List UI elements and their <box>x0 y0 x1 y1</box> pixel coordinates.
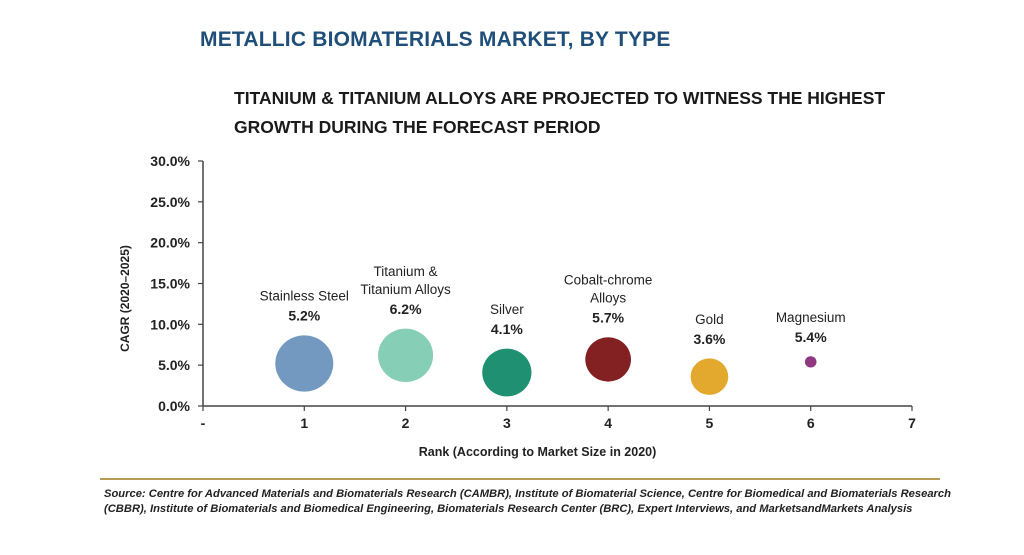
bubble-category-label: Silver <box>490 302 524 317</box>
x-tick-label: 3 <box>503 415 511 431</box>
x-tick-label: 1 <box>300 415 308 431</box>
x-axis-label: Rank (According to Market Size in 2020) <box>419 445 657 459</box>
bubble-value-label: 6.2% <box>390 301 422 317</box>
chart-subtitle: TITANIUM & TITANIUM ALLOYS ARE PROJECTED… <box>234 84 934 142</box>
x-tick-label: - <box>201 415 206 431</box>
y-tick-label: 25.0% <box>150 194 190 210</box>
y-tick-label: 15.0% <box>150 276 190 292</box>
bubble <box>275 335 334 392</box>
bubble-value-label: 5.2% <box>288 308 320 324</box>
subtitle-line-1: TITANIUM & TITANIUM ALLOYS ARE PROJECTED… <box>234 88 886 108</box>
y-axis-label: CAGR (2020–2025) <box>118 245 132 352</box>
x-tick-label: 5 <box>706 415 714 431</box>
bubble-value-label: 5.7% <box>592 310 624 326</box>
x-tick-label: 4 <box>604 415 612 431</box>
footer-divider <box>100 478 940 480</box>
bubble-value-label: 5.4% <box>795 329 827 345</box>
x-tick-label: 6 <box>807 415 815 431</box>
bubble-chart: 0.0% 5.0% 10.0% 15.0% 20.0% 25.0% 30.0% - 1 2 3 4 5 6… <box>118 153 916 459</box>
bubble <box>482 348 532 397</box>
bubble-category-label: Stainless Steel <box>260 289 349 304</box>
bubble-category-label: Titanium & <box>374 264 438 279</box>
bubble <box>378 328 434 383</box>
y-tick-label: 20.0% <box>150 235 190 251</box>
y-tick-label: 0.0% <box>158 398 190 414</box>
bubble <box>585 337 631 382</box>
y-tick-label: 10.0% <box>150 316 190 332</box>
source-note: Source: Centre for Advanced Materials an… <box>104 488 951 515</box>
bubble <box>690 358 729 395</box>
bubble-category-label: Cobalt-chrome <box>564 273 653 288</box>
y-tick-label: 5.0% <box>158 357 190 373</box>
bubble-category-label: Gold <box>695 312 724 327</box>
chart-title: METALLIC BIOMATERIALS MARKET, BY TYPE <box>200 28 671 51</box>
bubble-value-label: 4.1% <box>491 321 523 337</box>
bubble <box>804 356 817 368</box>
x-tick-label: 7 <box>908 415 916 431</box>
x-tick-label: 2 <box>402 415 410 431</box>
bubble-category-label: Titanium Alloys <box>360 282 451 297</box>
subtitle-line-2: GROWTH DURING THE FORECAST PERIOD <box>234 117 601 137</box>
bubble-category-label: Magnesium <box>776 310 846 325</box>
bubble-category-label: Alloys <box>590 291 626 306</box>
bubble-value-label: 3.6% <box>693 331 725 347</box>
y-tick-label: 30.0% <box>150 153 190 169</box>
